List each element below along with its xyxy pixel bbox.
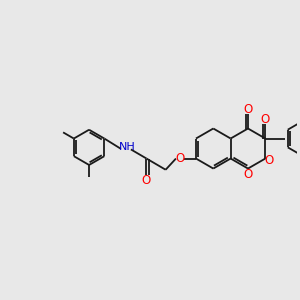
Text: O: O [176,152,185,165]
Text: O: O [243,103,253,116]
Text: O: O [142,173,151,187]
Text: O: O [261,112,270,126]
Text: NH: NH [119,142,136,152]
Text: O: O [243,168,253,181]
Text: O: O [265,154,274,167]
